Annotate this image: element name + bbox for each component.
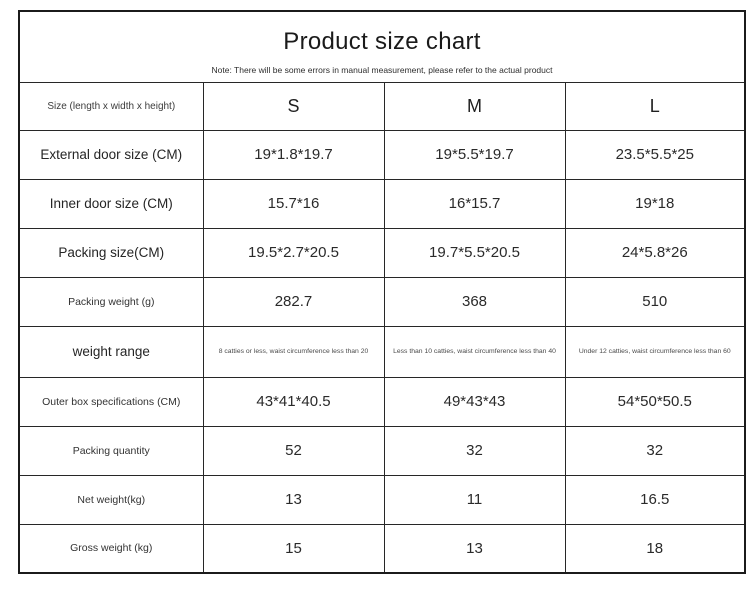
value-cell: 15.7*16 bbox=[202, 178, 385, 229]
value-cell: 16.5 bbox=[564, 474, 746, 525]
value-cell: 52 bbox=[202, 425, 385, 476]
row-label: Packing weight (g) bbox=[18, 276, 204, 327]
header-row: Size (length x width x height) S M L bbox=[18, 81, 746, 131]
row-label: Inner door size (CM) bbox=[18, 178, 204, 229]
value-cell: 11 bbox=[383, 474, 566, 525]
table-row-net-weight: Net weight(kg) 13 11 16.5 bbox=[18, 474, 746, 525]
title-row: Product size chart Note: There will be s… bbox=[18, 10, 746, 83]
chart-note: Note: There will be some errors in manua… bbox=[211, 64, 553, 75]
value-cell: 368 bbox=[383, 276, 566, 327]
row-label: Packing quantity bbox=[18, 425, 204, 476]
table-row-packing-quantity: Packing quantity 52 32 32 bbox=[18, 425, 746, 476]
value-cell: 49*43*43 bbox=[383, 376, 566, 427]
value-cell: 19*5.5*19.7 bbox=[383, 129, 566, 180]
table-row-weight-range: weight range 8 catties or less, waist ci… bbox=[18, 325, 746, 378]
value-cell: 18 bbox=[564, 523, 746, 574]
value-cell: 19*1.8*19.7 bbox=[202, 129, 385, 180]
table-row-external-door-size: External door size (CM) 19*1.8*19.7 19*5… bbox=[18, 129, 746, 180]
value-cell: 16*15.7 bbox=[383, 178, 566, 229]
value-cell: Less than 10 catties, waist circumferenc… bbox=[383, 325, 566, 378]
value-cell: 8 catties or less, waist circumference l… bbox=[202, 325, 385, 378]
title-cell: Product size chart Note: There will be s… bbox=[18, 10, 746, 83]
column-header-s: S bbox=[202, 81, 385, 131]
row-label: weight range bbox=[18, 325, 204, 378]
value-cell: 19*18 bbox=[564, 178, 746, 229]
table-row-packing-weight: Packing weight (g) 282.7 368 510 bbox=[18, 276, 746, 327]
value-cell: 32 bbox=[383, 425, 566, 476]
value-cell: 282.7 bbox=[202, 276, 385, 327]
value-cell: 32 bbox=[564, 425, 746, 476]
table-row-gross-weight: Gross weight (kg) 15 13 18 bbox=[18, 523, 746, 574]
value-cell: 23.5*5.5*25 bbox=[564, 129, 746, 180]
size-chart-table: Product size chart Note: There will be s… bbox=[18, 10, 747, 574]
value-cell: 43*41*40.5 bbox=[202, 376, 385, 427]
value-cell: 19.7*5.5*20.5 bbox=[383, 227, 566, 278]
value-cell: Under 12 catties, waist circumference le… bbox=[564, 325, 746, 378]
value-cell: 13 bbox=[202, 474, 385, 525]
value-cell: 510 bbox=[564, 276, 746, 327]
row-label: External door size (CM) bbox=[18, 129, 204, 180]
row-label: Gross weight (kg) bbox=[18, 523, 204, 574]
chart-title: Product size chart bbox=[283, 27, 481, 55]
column-header-m: M bbox=[383, 81, 566, 131]
size-header-label: Size (length x width x height) bbox=[18, 81, 204, 131]
value-cell: 19.5*2.7*20.5 bbox=[202, 227, 385, 278]
row-label: Net weight(kg) bbox=[18, 474, 204, 525]
row-label: Packing size(CM) bbox=[18, 227, 204, 278]
value-cell: 15 bbox=[202, 523, 385, 574]
table-row-packing-size: Packing size(CM) 19.5*2.7*20.5 19.7*5.5*… bbox=[18, 227, 746, 278]
value-cell: 13 bbox=[383, 523, 566, 574]
product-size-chart: Product size chart Note: There will be s… bbox=[18, 10, 747, 574]
value-cell: 24*5.8*26 bbox=[564, 227, 746, 278]
column-header-l: L bbox=[564, 81, 746, 131]
row-label: Outer box specifications (CM) bbox=[18, 376, 204, 427]
value-cell: 54*50*50.5 bbox=[564, 376, 746, 427]
table-row-inner-door-size: Inner door size (CM) 15.7*16 16*15.7 19*… bbox=[18, 178, 746, 229]
table-row-outer-box-specifications: Outer box specifications (CM) 43*41*40.5… bbox=[18, 376, 746, 427]
